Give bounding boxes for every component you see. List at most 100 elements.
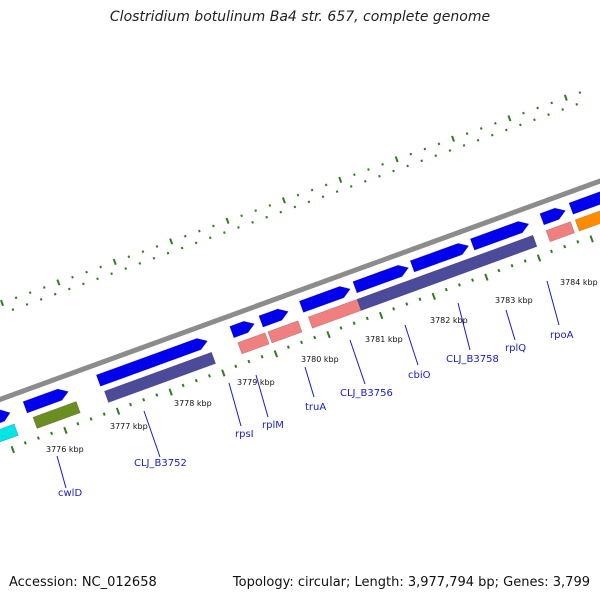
kbp-tick-label: 3776 kbp	[46, 445, 84, 454]
gc-dot	[183, 234, 187, 238]
gc-dot	[251, 220, 254, 224]
gc-dot	[208, 236, 212, 240]
gc-content-track	[0, 91, 582, 316]
gc-dot	[448, 149, 452, 152]
ruler-tick	[286, 345, 290, 349]
ruler-tick	[510, 263, 514, 268]
kbp-tick-label: 3778 kbp	[174, 399, 212, 408]
gc-dot	[479, 127, 483, 130]
gc-dot	[381, 163, 384, 166]
gc-dot	[212, 224, 215, 228]
ruler-tick	[168, 388, 173, 396]
gc-dot	[53, 292, 57, 296]
gc-dot	[127, 255, 131, 259]
kbp-tick-label: 3784 kbp	[560, 278, 598, 287]
ruler-tick	[155, 393, 159, 397]
gene-label: cwlD	[58, 488, 82, 499]
ruler-tick	[365, 316, 369, 321]
gc-dot	[465, 132, 469, 135]
feature-block	[356, 234, 538, 311]
gc-dot	[324, 183, 328, 187]
gc-dot	[279, 210, 283, 214]
gc-dot	[536, 106, 539, 110]
gene-label: rplQ	[505, 343, 526, 354]
gc-dot	[378, 174, 381, 178]
gc-dot	[198, 229, 201, 233]
gc-dot	[409, 152, 413, 156]
gc-dot	[39, 297, 43, 301]
feature-block	[0, 423, 19, 443]
gene-label: rpoA	[550, 330, 574, 341]
gc-dot	[240, 214, 243, 218]
ruler-tick	[10, 445, 15, 454]
gc-dot	[155, 245, 159, 248]
gc-dot	[490, 133, 494, 137]
gc-dot	[504, 128, 508, 132]
gc-dot	[99, 265, 102, 269]
gc-dot	[225, 217, 230, 224]
gc-dot	[265, 215, 268, 219]
cds-arrow	[0, 409, 11, 424]
gc-dot	[349, 185, 353, 188]
ruler-tick	[444, 287, 448, 292]
gc-dot	[353, 173, 356, 177]
gc-dot	[561, 108, 564, 111]
gene-label: CLJ_B3756	[340, 388, 393, 399]
ruler-tick	[405, 302, 409, 306]
gc-dot	[550, 101, 554, 105]
gc-dot	[112, 258, 117, 266]
feature-block	[267, 320, 303, 344]
gene-leader-line	[255, 374, 269, 418]
gc-dot	[423, 147, 427, 151]
gc-dot	[254, 209, 258, 212]
ruler-tick	[260, 354, 264, 359]
gc-dot	[85, 270, 88, 274]
gene-leader-line	[457, 302, 471, 351]
gc-dot	[11, 308, 15, 311]
gene-leader-line	[349, 339, 366, 385]
gc-dot	[406, 164, 409, 168]
gene-label-layer: cwlD CLJ_B3752 rpsI rplM truA CLJ_B3756 cbiO CL…	[56, 280, 574, 499]
ruler-tick	[536, 254, 542, 262]
gene-label: rplM	[262, 420, 284, 431]
gc-dot	[575, 102, 579, 106]
ruler-tick	[273, 350, 279, 358]
topology-text: Topology: circular; Length: 3,977,794 bp…	[232, 575, 590, 590]
gc-dot	[56, 279, 61, 286]
ruler-tick	[576, 240, 580, 244]
gene-label: rpsI	[235, 429, 254, 440]
gc-dot	[82, 282, 85, 286]
ruler-tick	[523, 259, 527, 263]
gc-dot	[124, 267, 128, 270]
ruler-tick	[497, 268, 501, 273]
gene-leader-line	[505, 309, 516, 341]
feature-block	[103, 351, 216, 403]
accession-text: Accession: NC_012658	[9, 575, 157, 590]
gc-dot	[194, 241, 198, 245]
gc-dot	[281, 197, 286, 204]
ruler-tick	[457, 283, 461, 287]
gc-dot	[494, 121, 497, 125]
kbp-tick-label: 3779 kbp	[237, 378, 275, 387]
gc-dot	[578, 91, 582, 94]
gc-dot	[293, 205, 297, 209]
kbp-tick-label: 3777 kbp	[110, 422, 148, 431]
gc-dot	[367, 168, 370, 171]
ruler-tick	[392, 307, 396, 311]
ruler-tick	[247, 359, 251, 364]
gc-dot	[462, 144, 466, 147]
gc-dot	[268, 204, 272, 207]
gc-dot	[437, 142, 441, 146]
backbone-line	[0, 178, 600, 403]
gc-dot	[364, 179, 367, 183]
cds-arrow	[568, 191, 600, 215]
gene-leader-line	[404, 324, 419, 366]
gc-dot	[28, 291, 32, 295]
gene-leader-line	[546, 280, 560, 326]
ruler-tick	[142, 398, 146, 402]
kbp-tick-label: 3783 kbp	[495, 296, 533, 305]
gc-dot	[335, 190, 339, 193]
gc-dot	[166, 251, 170, 255]
gc-dot	[307, 200, 311, 204]
